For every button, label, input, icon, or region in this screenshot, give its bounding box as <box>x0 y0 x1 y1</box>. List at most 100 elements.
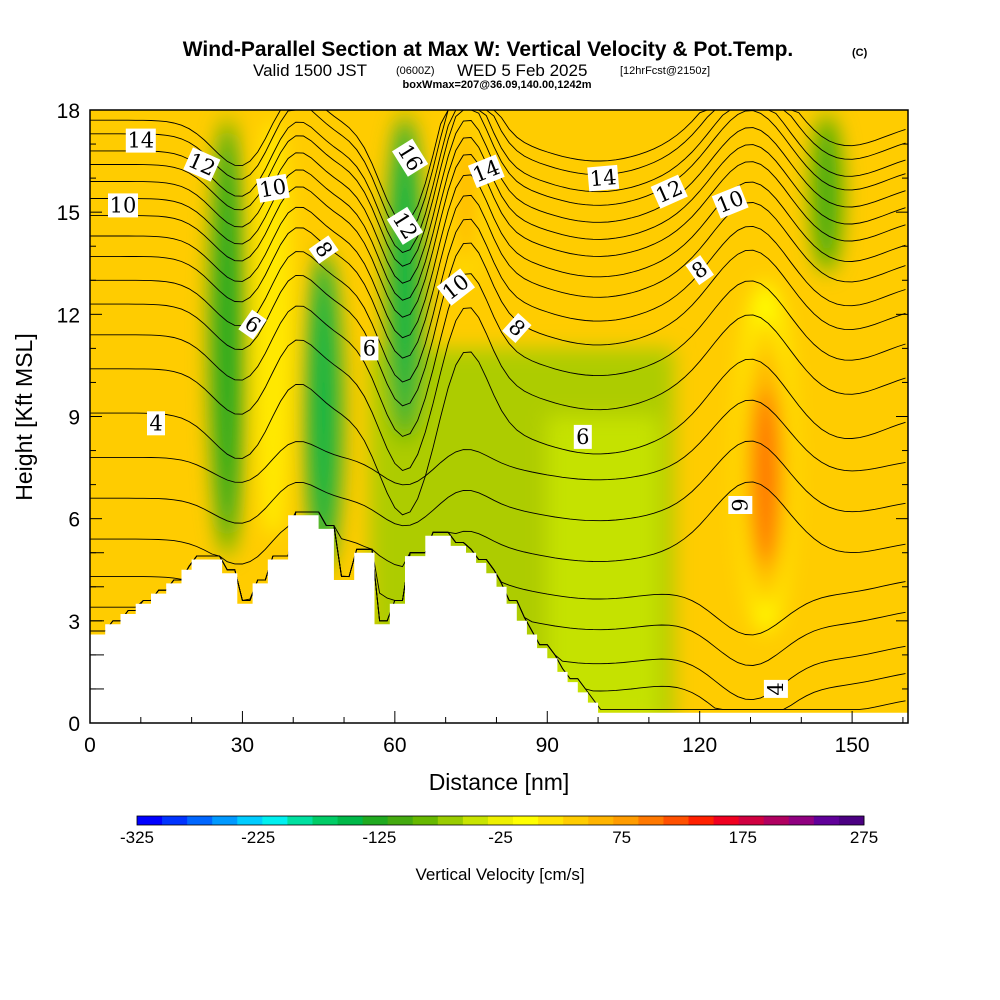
colorbar-swatch <box>212 816 238 825</box>
theta-contour-line <box>90 351 906 516</box>
colorbar: -325 -225 -125 -25 75 175 275 <box>120 815 878 847</box>
colorbar-swatch <box>538 816 564 825</box>
theta-contour-line <box>90 440 906 527</box>
theta-contour-line <box>90 110 906 223</box>
x-tick-label: 150 <box>835 734 870 757</box>
theta-label-box <box>587 164 620 192</box>
y-tick-label: 15 <box>57 202 80 225</box>
colorbar-swatch <box>187 816 213 825</box>
colorbar-swatch <box>162 816 188 825</box>
theta-label-box <box>386 206 424 245</box>
x-axis-label: Distance [nm] <box>429 769 570 795</box>
theta-label-box <box>650 174 688 209</box>
theta-label-text: 4 <box>149 411 162 435</box>
colorbar-swatch <box>688 816 714 825</box>
y-tick-label: 3 <box>68 611 80 634</box>
x-tick-label: 120 <box>682 734 717 757</box>
theta-label-text: 10 <box>258 174 288 202</box>
colorbar-swatch <box>487 816 514 825</box>
chart-subtitle-valid: Valid 1500 JST <box>253 61 367 80</box>
velocity-field <box>208 112 844 723</box>
colorbar-swatch <box>738 816 765 825</box>
colorbar-tick-label: -25 <box>488 828 513 847</box>
colorbar-swatch <box>638 816 664 825</box>
y-tick-label: 6 <box>68 509 80 532</box>
theta-contour-line <box>90 242 906 407</box>
theta-label: 14 <box>125 128 156 153</box>
theta-label-box <box>360 336 379 361</box>
velocity-cell <box>216 132 238 533</box>
colorbar-swatch <box>713 816 740 825</box>
chart-subtitle-date: WED 5 Feb 2025 <box>457 61 587 80</box>
theta-contour-line <box>90 154 906 318</box>
theta-label-text: 14 <box>127 129 154 153</box>
theta-label-box <box>125 128 156 153</box>
chart-subtitle-forecast: [12hrFcst@2150z] <box>620 65 710 77</box>
theta-label-box <box>573 424 592 449</box>
colorbar-swatch <box>387 816 414 825</box>
colorbar-swatch <box>663 816 689 825</box>
theta-contours <box>90 110 906 710</box>
theta-label-box <box>391 138 429 177</box>
theta-label-box <box>711 185 749 219</box>
chart-subtitle-zulu: (0600Z) <box>396 65 435 77</box>
colorbar-swatch <box>237 816 263 825</box>
colorbar-swatch <box>362 816 389 825</box>
theta-label-box <box>256 173 290 203</box>
theta-contour-line <box>90 137 906 301</box>
theta-label-text: 6 <box>363 336 376 360</box>
theta-label-text: 10 <box>110 193 137 217</box>
colorbar-swatch <box>437 816 464 825</box>
theta-label: 14 <box>467 154 505 189</box>
chart-title-superscript: (C) <box>852 47 868 59</box>
theta-label-box <box>238 309 267 340</box>
theta-label-text: 4 <box>764 682 788 695</box>
velocity-cell <box>816 118 838 267</box>
theta-label-box <box>467 154 505 189</box>
velocity-cell <box>313 262 335 554</box>
colorbar-swatch <box>137 816 163 825</box>
theta-label-text: 6 <box>576 425 589 449</box>
theta-label-box <box>728 496 753 514</box>
velocity-cell <box>751 389 781 565</box>
theta-label-box <box>108 193 138 218</box>
theta-contour-line <box>90 110 906 237</box>
theta-label-box <box>685 255 714 286</box>
theta-label: 6 <box>573 424 592 449</box>
chart-title: Wind-Parallel Section at Max W: Vertical… <box>183 38 794 61</box>
colorbar-tick-label: 175 <box>729 828 757 847</box>
theta-label-text: 9 <box>728 498 752 511</box>
theta-label: 10 <box>108 193 138 218</box>
theta-contour-line <box>90 273 906 437</box>
x-tick-label: 0 <box>84 734 96 757</box>
colorbar-tick-label: -225 <box>241 828 275 847</box>
colorbar-swatch <box>262 816 288 825</box>
colorbar-swatch <box>287 816 313 825</box>
colorbar-tick-label: 275 <box>850 828 878 847</box>
theta-contour-line <box>90 110 906 267</box>
theta-label: 4 <box>763 679 788 698</box>
colorbar-swatch <box>788 816 815 825</box>
theta-label: 14 <box>587 164 620 192</box>
colorbar-swatch <box>312 816 338 825</box>
colorbar-tick-label: 75 <box>612 828 631 847</box>
theta-contour-line <box>90 174 906 339</box>
colorbar-swatch <box>337 816 364 825</box>
theta-label: 12 <box>650 174 688 209</box>
colorbar-swatch <box>412 816 439 825</box>
colorbar-swatch <box>613 816 639 825</box>
x-tick-label: 60 <box>383 734 406 757</box>
velocity-cell <box>394 127 416 424</box>
x-tick-label: 30 <box>231 734 254 757</box>
y-tick-label: 0 <box>68 713 80 736</box>
terrain-mask <box>90 515 908 723</box>
theta-contour-line <box>90 307 906 472</box>
theta-label: 9 <box>728 496 753 514</box>
colorbar-swatch <box>763 816 790 825</box>
theta-label-box <box>147 411 165 436</box>
axes: 0 30 60 90 120 150 0 3 6 9 12 15 18 <box>57 100 908 757</box>
theta-contour-line <box>90 194 906 359</box>
theta-contour-line <box>90 218 906 383</box>
